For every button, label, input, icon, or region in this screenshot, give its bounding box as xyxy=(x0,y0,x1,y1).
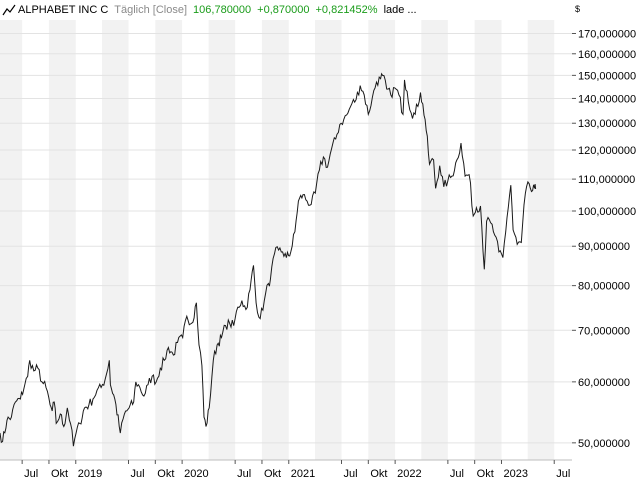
quarter-band xyxy=(527,20,555,460)
loading-status: lade ... xyxy=(383,4,417,16)
x-axis: Jul Okt 2019 Jul Okt 2020 Jul Okt 2021 Jul Okt 2022… xyxy=(21,460,570,480)
x-tick-label: Jul xyxy=(237,468,251,480)
x-tick-label: 2023 xyxy=(503,468,527,480)
y-tick-label: 140,000000 xyxy=(578,93,636,105)
x-tick-label: Jul xyxy=(24,468,38,480)
y-tick-label: 150,000000 xyxy=(578,70,636,82)
price-change: +0,870000 xyxy=(257,4,310,16)
x-tick-label: Jul xyxy=(450,468,464,480)
price-mode[interactable]: Täglich [Close] xyxy=(114,4,188,16)
y-tick-label: 110,000000 xyxy=(578,174,635,186)
last-price: 106,780000 xyxy=(193,4,252,16)
instrument-name: ALPHABET INC C xyxy=(18,4,109,16)
y-axis: 50,000000 60,000000 70,000000 80,000000 90,0… xyxy=(572,28,636,450)
x-tick-label: 2019 xyxy=(78,468,102,480)
y-tick-label: 60,000000 xyxy=(578,377,630,389)
y-tick-label: 50,000000 xyxy=(578,438,630,450)
quarter-band xyxy=(0,20,23,460)
currency-label: $ xyxy=(574,4,580,14)
y-tick-label: 90,000000 xyxy=(578,241,630,253)
y-tick-label: 70,000000 xyxy=(578,325,630,337)
y-tick-label: 130,000000 xyxy=(578,118,636,130)
y-tick-label: 170,000000 xyxy=(578,28,636,40)
x-tick-label: 2022 xyxy=(397,468,421,480)
quarter-band xyxy=(314,20,342,460)
x-tick-label: Okt xyxy=(370,468,387,480)
x-tick-label: Jul xyxy=(556,468,570,480)
gridlines xyxy=(0,32,572,444)
y-tick-label: 80,000000 xyxy=(578,281,630,293)
quarter-band xyxy=(208,20,236,460)
x-tick-label: Okt xyxy=(477,468,494,480)
chart-trend-icon xyxy=(2,4,16,16)
quarter-bands xyxy=(0,20,555,460)
y-tick-label: 100,000000 xyxy=(578,206,636,218)
chart-header: ALPHABET INC C Täglich [Close] 106,78000… xyxy=(0,1,421,19)
x-tick-label: Okt xyxy=(157,468,174,480)
quarter-band xyxy=(48,20,76,460)
x-tick-label: Jul xyxy=(131,468,145,480)
x-tick-label: 2021 xyxy=(291,468,315,480)
price-change-percent: +0,821452% xyxy=(315,4,378,16)
y-tick-label: 160,000000 xyxy=(578,49,636,61)
quarter-band xyxy=(101,20,129,460)
y-tick-label: 120,000000 xyxy=(578,145,636,157)
x-tick-label: Okt xyxy=(51,468,68,480)
x-tick-label: 2020 xyxy=(184,468,208,480)
quarter-band xyxy=(261,20,289,460)
quarter-band xyxy=(155,20,183,460)
x-tick-label: Okt xyxy=(264,468,281,480)
quarter-band xyxy=(368,20,396,460)
x-tick-label: Jul xyxy=(344,468,358,480)
price-series-line xyxy=(0,72,537,447)
quarter-band xyxy=(421,20,448,460)
